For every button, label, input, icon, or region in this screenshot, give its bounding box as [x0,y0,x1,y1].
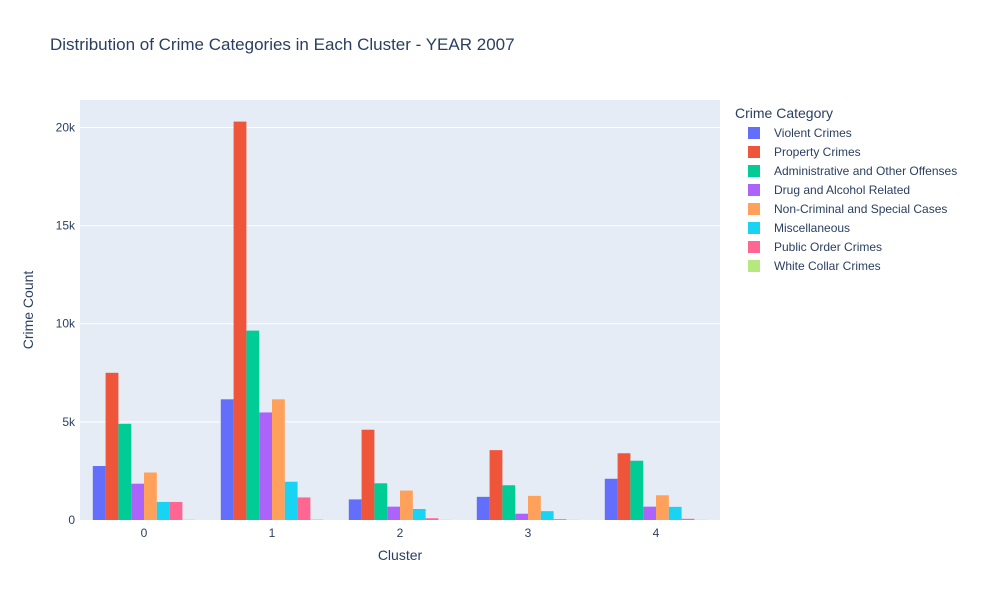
legend-label: Administrative and Other Offenses [774,164,957,178]
bar[interactable] [387,506,400,520]
bar[interactable] [476,496,490,520]
legend-item[interactable]: Drug and Alcohol Related [748,183,910,197]
legend-label: Public Order Crimes [774,240,882,254]
bar[interactable] [284,481,298,520]
legend: Crime Category Violent Crimes Property Cr… [735,105,957,273]
bar[interactable] [118,423,132,520]
y-axis-title: Crime Count [20,271,36,350]
x-tick-label: 4 [653,526,660,540]
bar[interactable] [540,511,554,520]
x-axis-ticks: 0 1 2 3 4 [141,526,660,540]
legend-swatch [748,260,760,272]
bar[interactable] [105,372,119,520]
bar[interactable] [643,506,656,520]
legend-label: Property Crimes [774,145,861,159]
bar[interactable] [630,460,644,520]
x-tick-label: 0 [141,526,148,540]
bar[interactable] [156,501,170,520]
bar[interactable] [246,330,260,520]
bar[interactable] [528,495,541,520]
bar[interactable] [604,478,618,520]
legend-label: Drug and Alcohol Related [774,183,910,197]
bar[interactable] [348,499,362,520]
legend-swatch [748,222,760,234]
y-tick-label: 0 [68,513,75,527]
legend-swatch [748,127,760,139]
legend-swatch [748,184,760,196]
legend-label: White Collar Crimes [774,259,881,273]
legend-swatch [748,241,760,253]
bar[interactable] [259,412,272,520]
x-tick-label: 1 [269,526,276,540]
legend-swatch [748,165,760,177]
legend-item[interactable]: Miscellaneous [748,221,850,235]
bar[interactable] [361,429,375,520]
legend-label: Violent Crimes [774,126,852,140]
bar[interactable] [144,472,157,520]
bar[interactable] [220,399,234,520]
bar[interactable] [515,513,528,520]
bar[interactable] [131,483,144,520]
y-tick-label: 20k [56,120,76,134]
legend-label: Miscellaneous [774,221,850,235]
bar[interactable] [553,519,567,520]
bar[interactable] [233,121,247,521]
legend-item[interactable]: Property Crimes [748,145,861,159]
legend-label: Non-Criminal and Special Cases [774,202,947,216]
x-tick-label: 3 [525,526,532,540]
bar[interactable] [272,399,285,520]
y-tick-label: 15k [56,219,76,233]
x-axis-title: Cluster [378,547,423,563]
legend-swatch [748,146,760,158]
bar[interactable] [681,518,695,520]
y-tick-label: 10k [56,317,76,331]
legend-item[interactable]: Public Order Crimes [748,240,882,254]
bar[interactable] [412,509,426,520]
bar[interactable] [310,519,324,520]
bar[interactable] [374,483,388,520]
bar[interactable] [297,497,311,520]
gridlines [80,126,720,423]
bar[interactable] [489,450,503,520]
bars [92,121,708,521]
bar[interactable] [668,506,682,520]
bar[interactable] [617,453,631,520]
bar[interactable] [656,495,669,520]
legend-swatch [748,203,760,215]
bar[interactable] [400,490,413,520]
legend-item[interactable]: Violent Crimes [748,126,852,140]
y-tick-label: 5k [62,415,76,429]
bar[interactable] [425,518,439,520]
legend-item[interactable]: White Collar Crimes [748,259,881,273]
x-tick-label: 2 [397,526,404,540]
bar[interactable] [502,485,516,520]
y-axis-ticks: 0 5k 10k 15k 20k [56,120,76,527]
legend-title: Crime Category [735,105,833,121]
chart-title: Distribution of Crime Categories in Each… [50,35,515,54]
plot-area [80,100,720,520]
legend-item[interactable]: Non-Criminal and Special Cases [748,202,947,216]
bar[interactable] [169,501,183,520]
bar[interactable] [92,466,106,520]
legend-item[interactable]: Administrative and Other Offenses [748,164,957,178]
